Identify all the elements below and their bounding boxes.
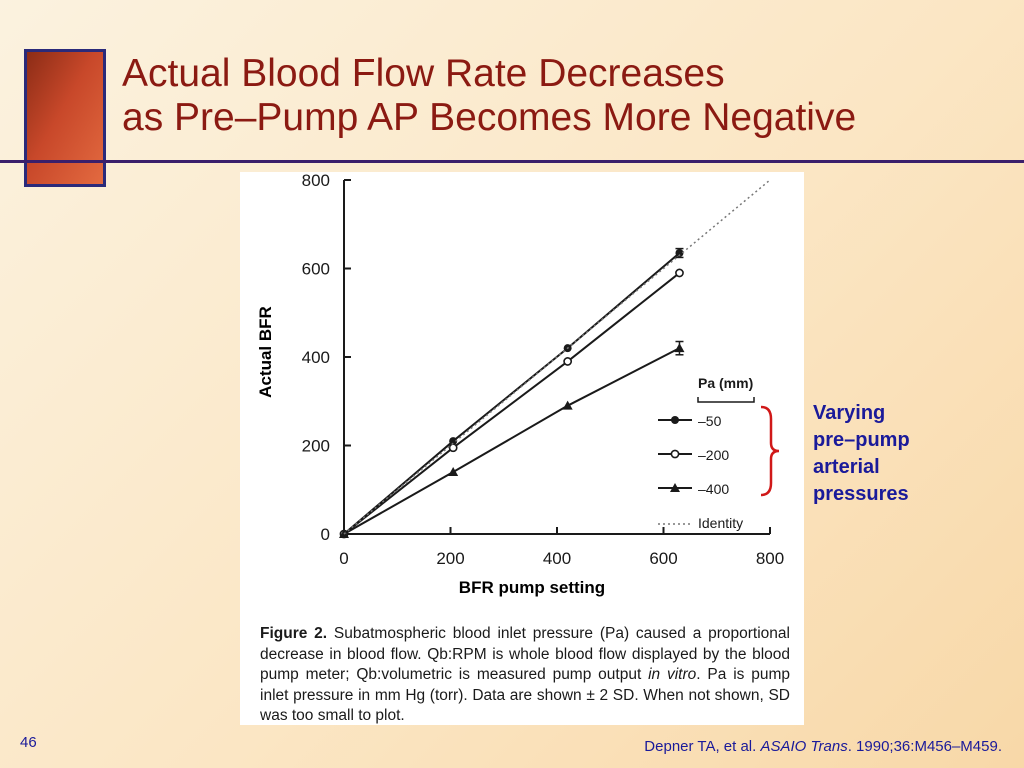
x-tick-label: 200	[436, 549, 464, 568]
x-tick-label: 400	[543, 549, 571, 568]
series-line	[343, 347, 680, 535]
caption-text-2: . Pa is pump inlet pressure in mm Hg (to…	[260, 666, 790, 724]
legend-label: –400	[698, 481, 729, 497]
series-line	[343, 252, 681, 535]
slide-title: Actual Blood Flow Rate Decreases as Pre–…	[122, 52, 856, 140]
legend-marker	[670, 449, 680, 459]
series-line	[343, 272, 681, 535]
y-axis-label: Actual BFR	[256, 306, 275, 398]
x-tick-label: 600	[649, 549, 677, 568]
citation-authors: Depner TA, et al.	[644, 738, 761, 755]
title-rule	[0, 160, 1024, 163]
data-point	[448, 443, 458, 453]
y-tick-label: 400	[302, 348, 330, 367]
y-tick-label: 200	[302, 437, 330, 456]
brace-icon	[760, 405, 780, 497]
title-line-2: as Pre–Pump AP Becomes More Negative	[122, 96, 857, 139]
figure-panel: 0 200 400 600 800 0 200 400 600 800 Actual BFR BFR …	[240, 172, 804, 725]
data-point	[449, 437, 458, 446]
x-tick-label: 0	[339, 549, 348, 568]
caption-label: Figure 2.	[260, 625, 328, 642]
caption-italic: in vitro	[648, 666, 697, 683]
legend-label: Identity	[698, 515, 743, 531]
annotation-line-3: arterial	[813, 456, 880, 478]
legend-marker	[670, 483, 680, 492]
annotation-note: Varying pre–pump arterial pressures	[813, 400, 910, 508]
title-line-1: Actual Blood Flow Rate Decreases	[122, 52, 725, 95]
annotation-line-1: Varying	[813, 402, 886, 424]
chart: 0 200 400 600 800 0 200 400 600 800 Actual BFR BFR …	[256, 172, 784, 597]
citation-details: . 1990;36:M456–M459.	[847, 738, 1002, 755]
slide-number: 46	[20, 734, 37, 751]
legend-label: –50	[698, 413, 722, 429]
legend-marker	[671, 416, 679, 424]
identity-line	[343, 179, 771, 535]
annotation-line-4: pressures	[813, 483, 909, 505]
data-point	[675, 268, 684, 278]
figure-caption: Figure 2. Subatmospheric blood inlet pre…	[260, 624, 790, 727]
citation-journal: ASAIO Trans	[760, 738, 848, 755]
data-point	[448, 467, 459, 477]
x-tick-label: 800	[756, 549, 784, 568]
legend-bracket	[697, 397, 755, 403]
y-tick-label: 600	[302, 260, 330, 279]
data-point	[563, 357, 573, 366]
legend-title: Pa (mm)	[698, 375, 753, 391]
data-point	[562, 400, 573, 410]
legend-label: –200	[698, 447, 729, 463]
y-tick-label: 800	[302, 172, 330, 190]
caption-text-1: Subatmospheric blood inlet pressure (Pa)…	[260, 625, 790, 683]
annotation-line-2: pre–pump	[813, 429, 910, 451]
citation: Depner TA, et al. ASAIO Trans. 1990;36:M…	[644, 738, 1002, 755]
x-axis-label: BFR pump setting	[459, 578, 605, 597]
data-point	[675, 249, 684, 258]
decorative-block	[24, 49, 106, 187]
data-point	[674, 343, 685, 353]
y-tick-label: 0	[321, 525, 330, 544]
